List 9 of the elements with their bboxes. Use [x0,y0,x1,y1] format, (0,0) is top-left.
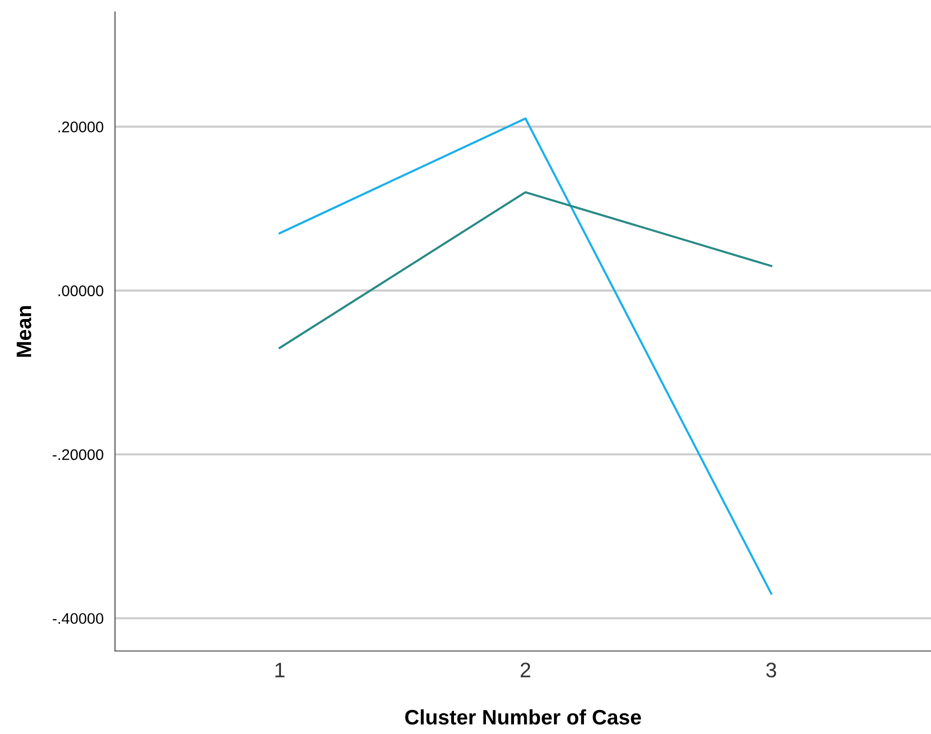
y-tick-label: -.20000 [52,449,104,460]
x-tick-label: 2 [520,662,530,678]
y-tick-label: -.40000 [52,613,104,624]
x-axis-title: Cluster Number of Case [405,709,641,725]
y-tick-label: .20000 [58,122,104,132]
x-tick-label: 1 [275,662,284,678]
y-axis-title: Mean [16,306,32,357]
y-tick-label: .00000 [58,285,104,296]
x-tick-label: 3 [766,662,776,678]
